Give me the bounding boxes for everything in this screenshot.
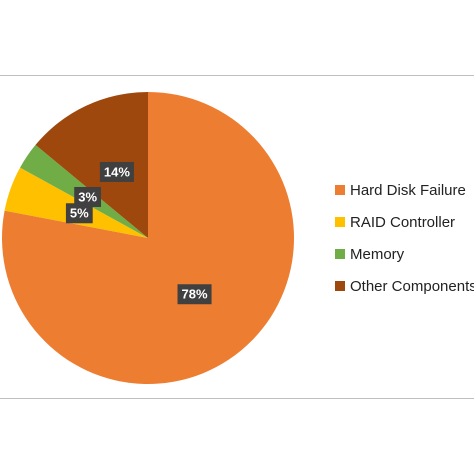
pie-slice bbox=[35, 92, 148, 238]
data-label-box bbox=[177, 284, 212, 305]
legend: Hard Disk Failure RAID Controller Memory Ot… bbox=[335, 182, 474, 295]
data-label: 5% bbox=[65, 203, 93, 224]
data-label-box bbox=[65, 203, 93, 224]
data-label-text: 14% bbox=[104, 164, 130, 179]
data-label-text: 5% bbox=[70, 206, 89, 221]
legend-label: Other Components bbox=[350, 278, 474, 295]
legend-label: RAID Controller bbox=[350, 214, 455, 231]
data-labels: 78% 5% 3% 14% bbox=[65, 161, 212, 305]
legend-swatch bbox=[335, 185, 345, 195]
legend-label: Memory bbox=[350, 246, 405, 263]
data-label-box bbox=[74, 186, 102, 207]
legend-swatch bbox=[335, 217, 345, 227]
data-label: 14% bbox=[99, 161, 134, 182]
data-label: 3% bbox=[74, 186, 102, 207]
data-label-text: 78% bbox=[182, 287, 208, 302]
data-label-box bbox=[99, 161, 134, 182]
data-label: 78% bbox=[177, 284, 212, 305]
data-label-text: 3% bbox=[78, 189, 97, 204]
pie bbox=[2, 92, 295, 384]
legend-swatch bbox=[335, 249, 345, 259]
legend-swatch bbox=[335, 281, 345, 291]
legend-label: Hard Disk Failure bbox=[350, 182, 466, 199]
